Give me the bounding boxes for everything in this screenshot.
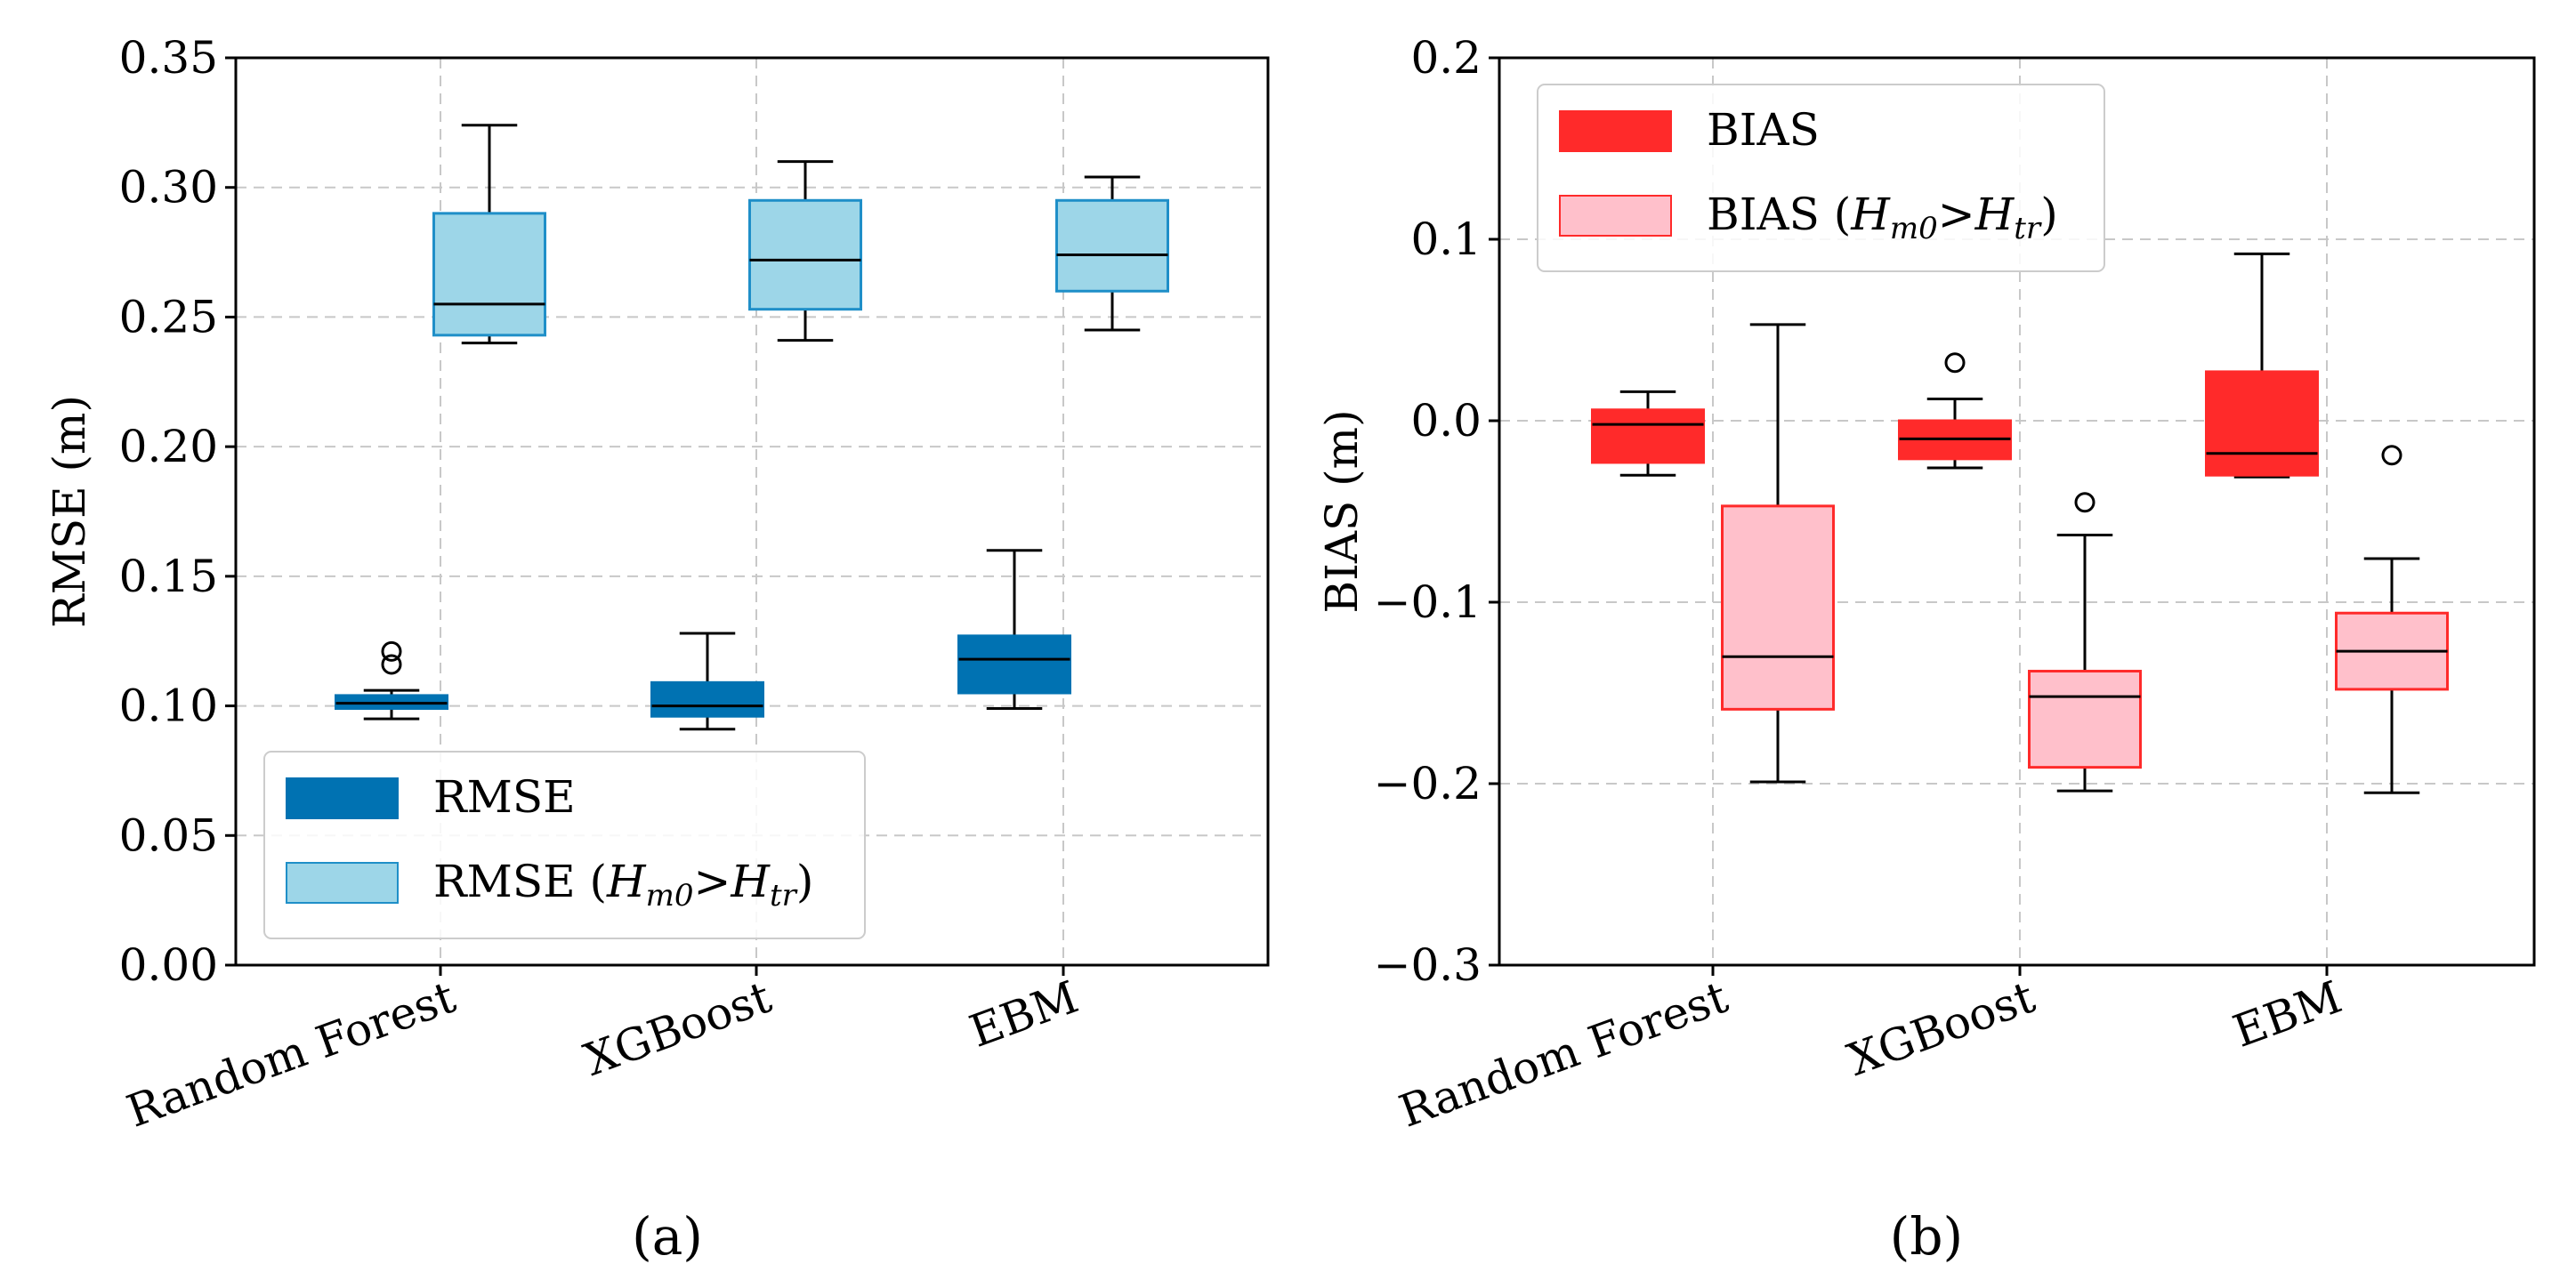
legend-label-part: H <box>730 856 771 907</box>
y-axis-title: BIAS (m) <box>1316 409 1368 613</box>
x-tick-label: Random Forest <box>1393 971 1734 1138</box>
box-xgboost-series-0 <box>1898 352 2012 470</box>
legend-label-part: H <box>606 856 647 907</box>
x-axis-ticks: Random Forest XGBoost EBM <box>120 965 1085 1138</box>
outlier-point <box>2381 445 2402 466</box>
x-tick-label: XGBoost <box>1841 971 2041 1086</box>
y-tick-label: 0.15 <box>119 551 218 602</box>
box-random-forest-series-1 <box>1721 323 1835 784</box>
box-ebm-series-0 <box>957 549 1071 710</box>
panel-label: (a) <box>632 1206 703 1267</box>
y-tick-label: 0.0 <box>1410 395 1482 447</box>
panel-a-rmse-boxplot: 0.00 0.05 0.10 0.15 0.20 0.25 0.30 0.35 Random F… <box>44 32 1270 1267</box>
plot-frame <box>1498 56 2536 967</box>
box-xgboost-series-0 <box>650 632 764 731</box>
legend-label-0: RMSE <box>433 771 576 823</box>
box-xgboost-series-1 <box>2028 492 2142 793</box>
y-tick-label: −0.1 <box>1374 576 1482 628</box>
box-iqr <box>957 634 1071 695</box>
box-iqr <box>432 212 546 337</box>
box-xgboost-series-1 <box>748 160 862 342</box>
y-tick-label: 0.00 <box>119 939 218 991</box>
legend-label-part: m0 <box>1890 211 1938 246</box>
x-axis-ticks: Random Forest XGBoost EBM <box>1393 965 2348 1138</box>
y-axis-ticks: 0.00 0.05 0.10 0.15 0.20 0.25 0.30 0.35 <box>119 32 236 991</box>
legend-box <box>263 751 866 939</box>
y-tick-label: 0.25 <box>119 291 218 342</box>
outlier-point <box>381 654 402 675</box>
y-axis-ticks: −0.3 −0.2 −0.1 0.0 0.1 0.2 <box>1374 32 1499 991</box>
y-tick-label: 0.20 <box>119 421 218 472</box>
box-iqr <box>650 680 764 718</box>
box-ebm-series-1 <box>1055 175 1169 332</box>
box-iqr <box>2028 670 2142 769</box>
box-iqr <box>748 198 862 311</box>
legend-label-1: RMSE (Hm0>Htr) <box>433 856 813 914</box>
legend-label-1: BIAS (Hm0>Htr) <box>1707 189 2058 246</box>
legend-swatch-1 <box>1559 195 1672 237</box>
panel-b-bias-boxplot: −0.3 −0.2 −0.1 0.0 0.1 0.2 Random Forest XGBoos… <box>1316 32 2536 1267</box>
legend-label-part: tr <box>770 878 798 914</box>
legend-swatch-0 <box>286 777 399 819</box>
box-iqr <box>1591 408 1705 464</box>
y-tick-label: 0.30 <box>119 162 218 213</box>
box-ebm-series-0 <box>2205 252 2319 479</box>
box-ebm-series-1 <box>2335 445 2449 794</box>
y-axis-title: RMSE (m) <box>44 395 95 628</box>
legend-label-part: ) <box>796 856 814 907</box>
box-random-forest-series-0 <box>335 640 448 720</box>
y-tick-label: 0.05 <box>119 809 218 861</box>
plot-frame <box>234 56 1270 967</box>
box-iqr <box>2205 370 2319 477</box>
x-tick-label: EBM <box>963 971 1085 1058</box>
legend-swatch-0 <box>1559 110 1672 152</box>
outlier-point <box>381 640 402 662</box>
legend-label-part: m0 <box>646 878 694 914</box>
box-random-forest-series-0 <box>1591 390 1705 477</box>
legend-label-part: tr <box>2014 211 2042 246</box>
x-tick-label: EBM <box>2226 971 2348 1058</box>
legend-label-part: H <box>1974 189 2015 240</box>
box-iqr <box>1055 198 1169 293</box>
legend-label-part: > <box>693 856 731 907</box>
series-0 <box>335 549 1071 731</box>
legend-box <box>1537 84 2105 272</box>
box-random-forest-series-1 <box>432 124 546 345</box>
x-tick-label: XGBoost <box>577 971 778 1086</box>
series-1 <box>432 124 1169 345</box>
legend-label-part: ) <box>2040 189 2058 240</box>
legend-label-part: RMSE ( <box>433 856 607 907</box>
outlier-point <box>2074 492 2096 513</box>
outlier-point <box>1944 352 1966 374</box>
y-tick-label: −0.2 <box>1374 758 1482 809</box>
legend-label-part: BIAS ( <box>1707 189 1851 240</box>
legend-label-part: > <box>1938 189 1975 240</box>
y-tick-label: 0.2 <box>1410 32 1482 84</box>
panel-label: (b) <box>1890 1206 1963 1267</box>
y-tick-label: 0.10 <box>119 680 218 732</box>
box-iqr <box>1721 504 1835 711</box>
series-0 <box>1591 252 2319 479</box>
legend-label-part: H <box>1850 189 1891 240</box>
y-tick-label: −0.3 <box>1374 939 1482 991</box>
legend-label-0: BIAS <box>1707 104 1820 156</box>
y-tick-label: 0.35 <box>119 32 218 84</box>
x-tick-label: Random Forest <box>120 971 462 1138</box>
legend-swatch-1 <box>286 862 399 904</box>
series-1 <box>1721 323 2449 794</box>
y-tick-label: 0.1 <box>1410 213 1482 265</box>
